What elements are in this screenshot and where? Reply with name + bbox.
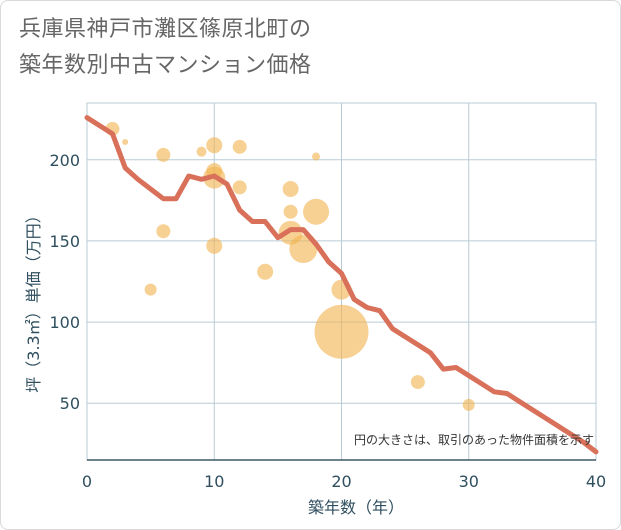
- x-tick-label: 30: [459, 472, 479, 491]
- chart-title-line-1: 兵庫県神戸市灘区篠原北町の: [19, 17, 312, 42]
- bubble-point: [156, 147, 171, 162]
- x-tick-label: 20: [331, 472, 351, 491]
- y-axis-label: 坪（3.3㎡）単価（万円）: [24, 207, 43, 392]
- bubble-point: [289, 235, 318, 264]
- chart-title-line-2: 築年数別中古マンション価格: [19, 53, 312, 78]
- bubble-point: [282, 181, 299, 198]
- bubble-point: [206, 137, 223, 154]
- trend-line-series: [84, 115, 599, 455]
- chart-title: 兵庫県神戸市灘区篠原北町の 築年数別中古マンション価格: [19, 12, 312, 84]
- bubble-point: [122, 138, 129, 145]
- y-tick-label: 50: [60, 394, 80, 413]
- grid-lines: [86, 102, 597, 461]
- bubble-point: [232, 139, 247, 154]
- bubble-point: [196, 146, 207, 157]
- bubble-point: [312, 152, 321, 161]
- trend-line: [84, 115, 599, 455]
- x-axis-label: 築年数（年）: [308, 498, 404, 517]
- bubble-point: [156, 224, 171, 239]
- bubble-point: [206, 237, 223, 254]
- y-tick-label: 100: [49, 313, 80, 332]
- bubble-point: [410, 375, 425, 390]
- x-tick-label: 0: [82, 472, 92, 491]
- bubble-series: [105, 121, 475, 411]
- bubble-point: [257, 263, 274, 280]
- axis-ticks: 0 10 20 30 40 50 100 150 200: [49, 151, 606, 491]
- bubble-point: [144, 283, 157, 296]
- bubble-point: [283, 204, 298, 219]
- bubble-point: [303, 198, 330, 225]
- bubble-size-note: 円の大きさは、取引のあった物件面積を示す: [354, 432, 594, 447]
- bubble-point: [462, 398, 475, 411]
- y-tick-label: 200: [49, 151, 80, 170]
- bubble-point: [232, 180, 247, 195]
- bubble-point: [314, 304, 369, 359]
- y-tick-label: 150: [49, 232, 80, 251]
- x-tick-label: 40: [586, 472, 606, 491]
- x-tick-label: 10: [204, 472, 224, 491]
